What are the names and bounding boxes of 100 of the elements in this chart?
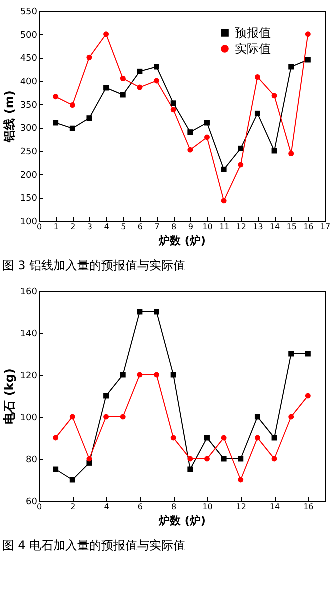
point xyxy=(221,198,227,204)
x-tick-label: 2 xyxy=(70,222,76,232)
legend-label: 预报值 xyxy=(235,26,271,40)
x-tick-label: 16 xyxy=(304,502,314,512)
y-tick-label: 400 xyxy=(20,78,38,88)
point xyxy=(53,120,59,126)
y-tick-label: 550 xyxy=(20,8,38,18)
x-tick-label: 14 xyxy=(270,222,280,232)
point xyxy=(70,414,76,420)
x-tick-label: 4 xyxy=(104,222,110,232)
point xyxy=(188,147,194,153)
point xyxy=(86,116,92,122)
point xyxy=(305,57,311,63)
point xyxy=(137,309,143,315)
point xyxy=(288,414,294,420)
x-tick-label: 10 xyxy=(202,222,213,232)
x-tick-label: 8 xyxy=(172,502,177,512)
y-axis-title: 铝线 (m) xyxy=(2,90,16,144)
x-tick-label: 13 xyxy=(253,222,264,232)
point xyxy=(238,477,244,483)
point xyxy=(154,309,160,315)
point xyxy=(204,120,210,126)
point xyxy=(104,414,110,420)
x-tick-label: 16 xyxy=(304,222,314,232)
x-tick-label: 12 xyxy=(236,502,246,512)
x-tick-label: 1 xyxy=(54,222,59,232)
point xyxy=(238,456,244,462)
x-tick-label: 7 xyxy=(154,222,160,232)
point xyxy=(272,435,278,441)
point xyxy=(254,110,260,116)
point xyxy=(120,414,126,420)
y-tick-label: 140 xyxy=(20,330,38,340)
point xyxy=(170,372,176,378)
x-axis-title: 炉数 (炉) xyxy=(158,514,206,528)
point xyxy=(272,148,278,154)
point xyxy=(70,477,76,483)
point xyxy=(154,372,160,378)
x-tick-label: 4 xyxy=(104,502,110,512)
point xyxy=(254,435,260,441)
point xyxy=(120,92,126,98)
point xyxy=(188,130,194,136)
x-tick-label: 8 xyxy=(172,222,177,232)
point xyxy=(104,85,110,91)
x-tick-label: 14 xyxy=(270,502,280,512)
y-tick-label: 100 xyxy=(20,414,38,424)
point xyxy=(170,435,176,441)
point xyxy=(154,64,160,70)
point xyxy=(221,456,227,462)
point xyxy=(305,351,311,357)
x-tick-label: 12 xyxy=(236,222,246,232)
point xyxy=(104,32,110,38)
y-tick-label: 150 xyxy=(20,194,38,204)
caption: 图 3 铝线加入量的预报值与实际值 xyxy=(2,258,186,272)
point xyxy=(204,435,210,441)
y-tick-label: 100 xyxy=(20,218,38,228)
y-tick-label: 200 xyxy=(20,170,38,181)
point xyxy=(188,466,194,472)
x-tick-label: 6 xyxy=(138,502,143,512)
point xyxy=(70,102,76,108)
legend-label: 实际值 xyxy=(235,42,271,56)
point xyxy=(204,456,210,462)
point xyxy=(238,162,244,168)
point xyxy=(305,393,311,399)
point xyxy=(120,372,126,378)
x-tick-label: 11 xyxy=(219,222,230,232)
point xyxy=(288,151,294,157)
point xyxy=(137,372,143,378)
point xyxy=(137,68,143,74)
y-tick-label: 500 xyxy=(20,30,38,41)
x-tick-label: 0 xyxy=(36,222,42,232)
point xyxy=(53,435,59,441)
point xyxy=(137,84,143,90)
point xyxy=(188,456,194,462)
y-tick-label: 450 xyxy=(20,54,38,64)
y-tick-label: 300 xyxy=(20,124,38,134)
point xyxy=(254,74,260,80)
x-tick-label: 15 xyxy=(286,222,297,232)
point xyxy=(305,32,311,38)
point xyxy=(104,393,110,399)
caption: 图 4 电石加入量的预报值与实际值 xyxy=(2,538,186,552)
point xyxy=(170,100,176,106)
y-axis-title: 电石 (kg) xyxy=(2,368,16,424)
point xyxy=(120,76,126,82)
point xyxy=(272,456,278,462)
point xyxy=(238,146,244,152)
y-tick-label: 350 xyxy=(20,100,38,111)
x-tick-label: 0 xyxy=(36,502,42,512)
y-tick-label: 120 xyxy=(20,372,38,382)
point xyxy=(70,126,76,132)
y-tick-label: 60 xyxy=(26,498,38,508)
x-tick-label: 3 xyxy=(87,222,93,232)
point xyxy=(53,94,59,100)
point xyxy=(53,466,59,472)
point xyxy=(204,134,210,140)
point xyxy=(288,64,294,70)
x-tick-label: 9 xyxy=(188,222,194,232)
x-tick-label: 10 xyxy=(202,502,213,512)
point xyxy=(170,107,176,113)
y-tick-label: 80 xyxy=(26,456,38,466)
y-tick-label: 250 xyxy=(20,148,38,158)
